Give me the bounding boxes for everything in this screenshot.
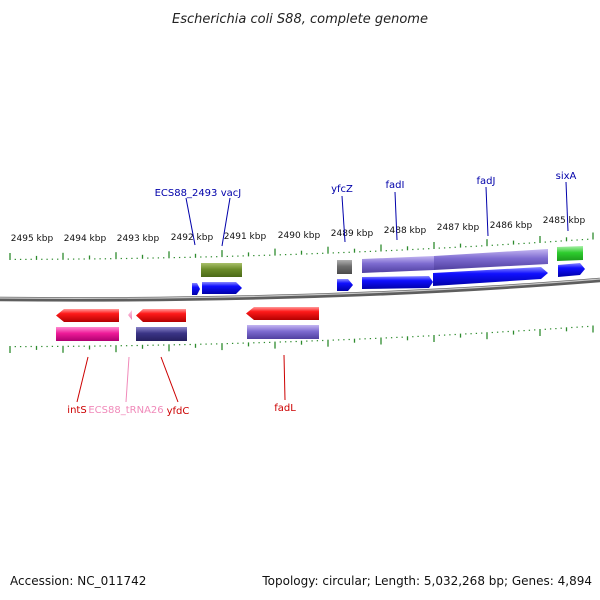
scale-label: 2488 kbp (384, 226, 427, 236)
leader-line-yfcZ (341, 195, 346, 243)
gene-arrow-intS[interactable] (56, 309, 119, 322)
feature-bar (247, 325, 319, 339)
feature-bar (201, 263, 242, 277)
map-title: Escherichia coli S88, complete genome (172, 12, 428, 27)
leader-line-fadI (394, 191, 398, 241)
scale-label: 2492 kbp (171, 233, 214, 243)
scale-label: 2490 kbp (278, 231, 321, 241)
feature-track-top (201, 246, 583, 277)
gene-label-vacJ[interactable]: vacJ (221, 188, 242, 199)
gene-arrow-vacJ[interactable] (202, 282, 242, 294)
leader-line-vacJ (221, 197, 231, 247)
gene-arrow-sixA[interactable] (558, 263, 585, 277)
leader-line-sixA (565, 181, 569, 232)
gene-label-sixA[interactable]: sixA (556, 171, 577, 182)
gene-labels: ECS88_2493 vacJ yfcZ fadI fadJ sixA intS… (67, 171, 576, 417)
leader-line-yfdC (160, 356, 179, 403)
gene-label-yfdC[interactable]: yfdC (167, 406, 190, 417)
gene-arrow-yfcZ[interactable] (337, 279, 353, 291)
scale-label: 2485 kbp (543, 216, 586, 226)
scale-label: 2487 kbp (437, 223, 480, 233)
accession-text: Accession: NC_011742 (10, 574, 147, 588)
scale-label: 2486 kbp (490, 221, 533, 231)
feature-bar (56, 327, 119, 341)
reverse-genes (56, 307, 319, 322)
gene-label-ECS88_2493[interactable]: ECS88_2493 (155, 188, 218, 199)
genome-backbone (0, 277, 600, 302)
leader-line-intS (76, 356, 89, 403)
feature-bar (557, 246, 583, 261)
feature-bar (362, 256, 434, 273)
scale-label: 2495 kbp (11, 234, 54, 244)
gene-label-yfcZ[interactable]: yfcZ (331, 184, 353, 195)
gene-arrow-fadJ[interactable] (433, 267, 548, 286)
scale-ticks-top (9, 232, 594, 260)
gene-label-fadJ[interactable]: fadJ (477, 176, 496, 187)
feature-bar (434, 249, 548, 270)
gene-label-ECS88_tRNA26[interactable]: ECS88_tRNA26 (88, 405, 163, 416)
leader-line-fadJ (485, 186, 489, 237)
gene-arrow-yfdC[interactable] (136, 309, 186, 322)
gene-label-fadI[interactable]: fadI (386, 180, 405, 191)
scale-label: 2493 kbp (117, 234, 160, 244)
leader-line-fadL (283, 354, 286, 401)
gene-arrow-ECS88_2493[interactable] (192, 283, 200, 295)
feature-bar (337, 260, 352, 274)
feature-track-bottom (56, 325, 319, 341)
scale-labels: 2495 kbp 2494 kbp 2493 kbp 2492 kbp 2491… (11, 216, 586, 244)
scale-label: 2489 kbp (331, 229, 374, 239)
scale-ticks-bottom (9, 325, 594, 353)
gene-arrow-ECS88_tRNA26[interactable] (128, 310, 132, 320)
forward-genes (192, 263, 585, 295)
gene-label-fadL[interactable]: fadL (274, 403, 296, 414)
leader-line-ECS88_tRNA26 (125, 356, 130, 403)
gene-label-intS[interactable]: intS (67, 405, 86, 416)
label-leaders (76, 181, 569, 403)
gene-arrow-fadL[interactable] (246, 307, 319, 320)
scale-label: 2494 kbp (64, 234, 107, 244)
feature-bar (136, 327, 187, 341)
scale-label: 2491 kbp (224, 232, 267, 242)
leader-line-ECS88_2493 (185, 197, 196, 246)
genome-summary-text: Topology: circular; Length: 5,032,268 bp… (262, 574, 592, 588)
gene-arrow-fadI[interactable] (362, 276, 433, 289)
